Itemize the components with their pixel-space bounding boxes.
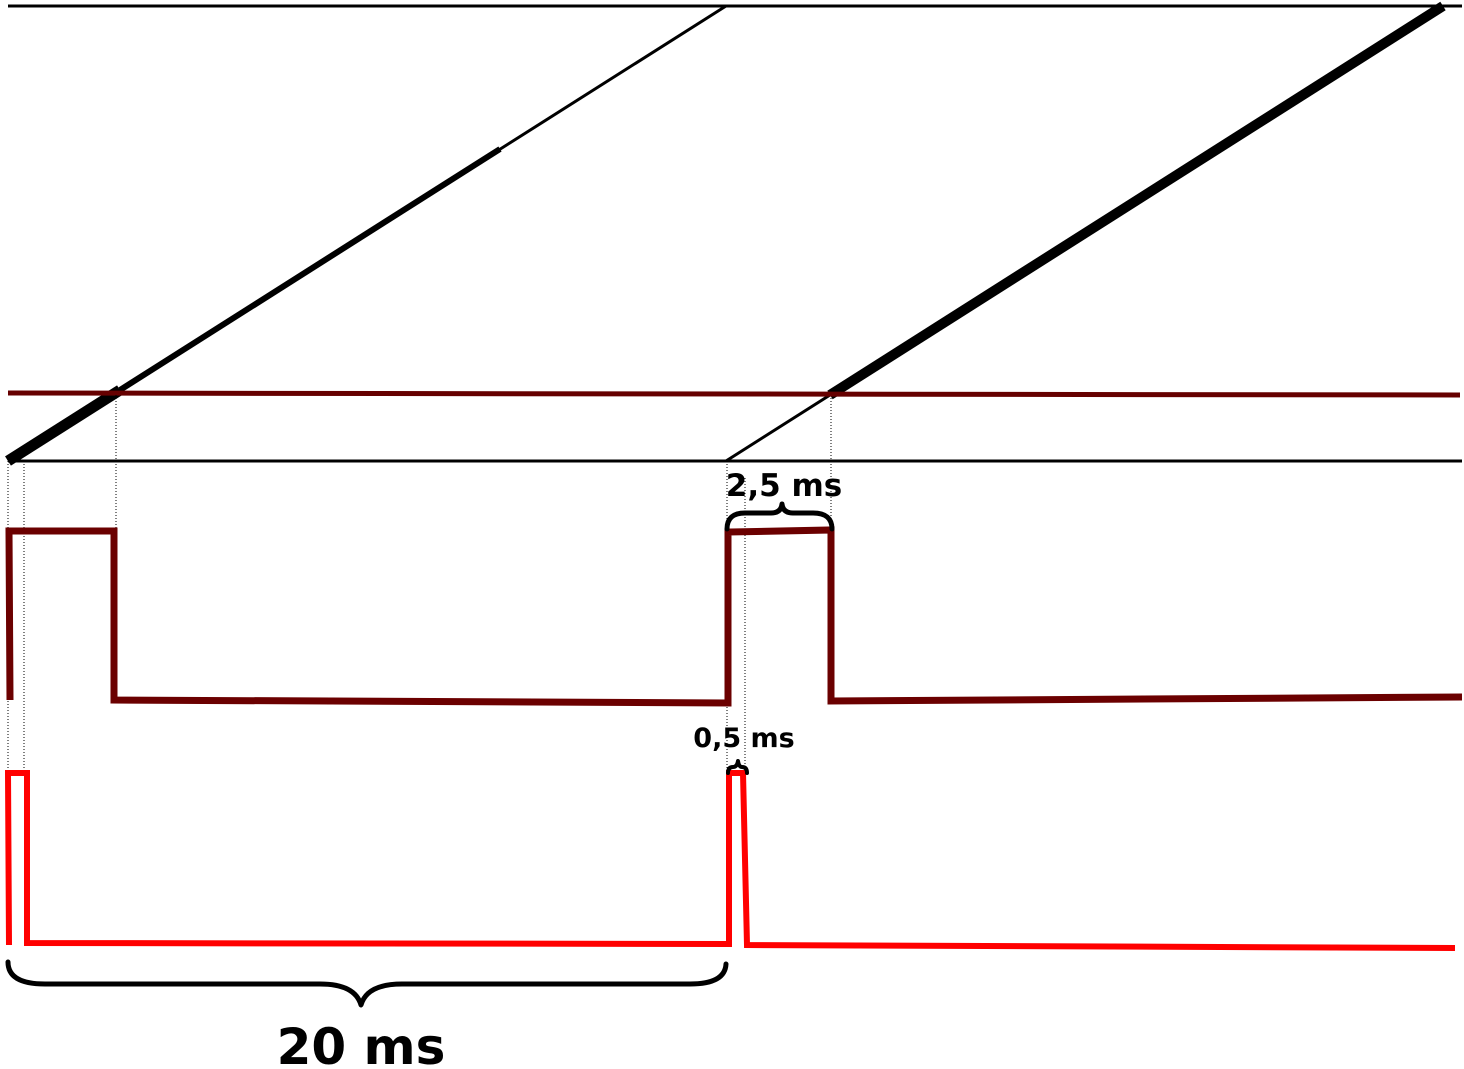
pwm-narrow-signal [4,770,1456,951]
sawtooth-ramp-2-thick [827,1,1446,400]
label-period: 20 ms [277,1018,446,1069]
label-pulse-narrow: 0,5 ms [693,723,794,754]
brace-pulse-wide [724,501,835,532]
brace-pulse-narrow [726,759,749,775]
threshold-line [7,390,1461,398]
sawtooth-ramp-1-thick [5,385,123,466]
sawtooth-ramp-1-mid [118,146,502,393]
brace-period [5,959,729,1008]
label-pulse-wide: 2,5 ms [726,468,842,504]
pwm-wide-signal [5,526,1463,707]
sawtooth-section [5,1,1462,466]
guide-lines [7,395,832,945]
